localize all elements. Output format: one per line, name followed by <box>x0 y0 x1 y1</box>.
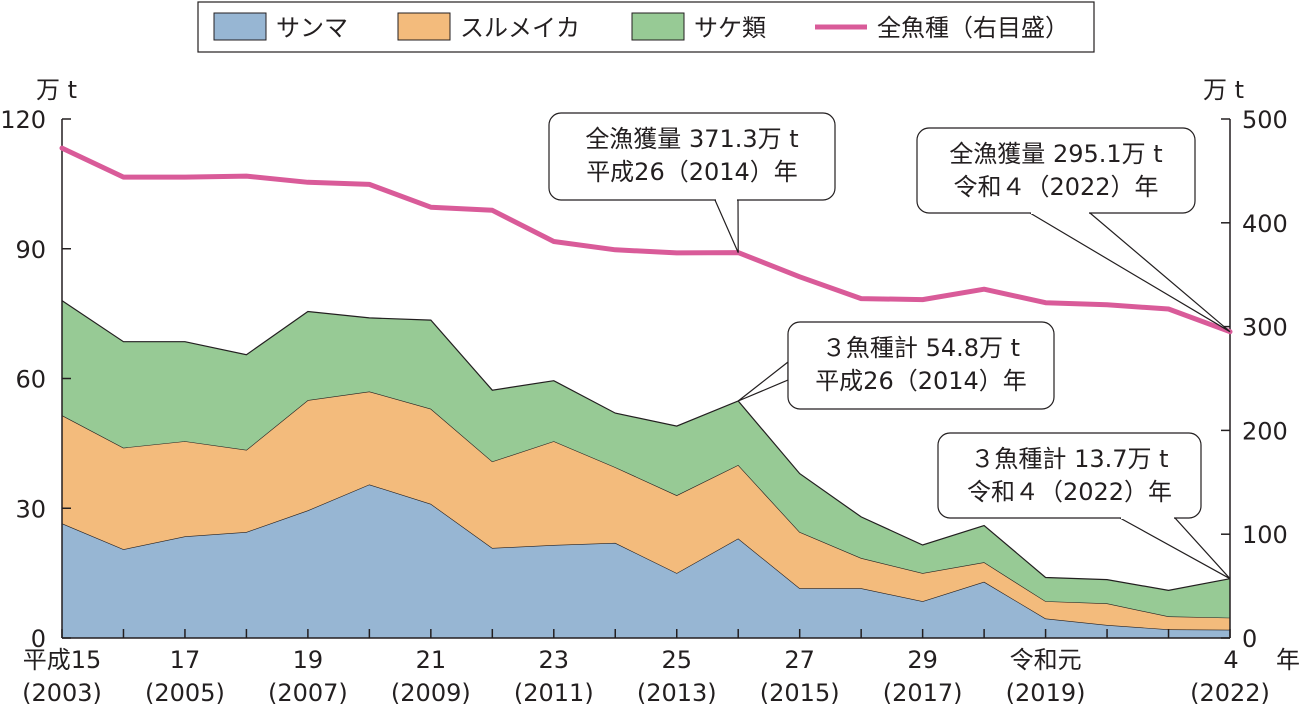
x-tick-label-era: 25 <box>661 646 692 674</box>
right-axis-unit: 万 t <box>1203 76 1244 104</box>
legend-item-3: サケ類 <box>631 12 766 42</box>
area-1 <box>62 484 1230 638</box>
x-tick-label-year: (2017) <box>883 679 963 707</box>
callout-text: 令和４（2022）年 <box>967 478 1172 506</box>
left-tick-label: 30 <box>15 495 46 523</box>
area-edge-3 <box>61 300 1231 592</box>
callout-2: 全漁獲量 295.1万 t 令和４（2022）年 <box>916 127 1231 333</box>
callout-pointer <box>737 360 789 402</box>
callout-joint <box>1121 516 1174 519</box>
legend-label: サケ類 <box>694 14 766 42</box>
callout-text: 令和４（2022）年 <box>953 173 1158 201</box>
callout-text: ３魚種計 54.8万 t <box>822 334 1020 362</box>
total-catch-series-line <box>59 145 1233 335</box>
legend-swatch <box>213 12 267 41</box>
callout-1: 全漁獲量 371.3万 t 平成26（2014）年 <box>548 112 836 253</box>
right-tick-label: 500 <box>1242 106 1288 134</box>
callout-4: ３魚種計 13.7万 t 令和４（2022）年 <box>937 432 1231 580</box>
x-tick-label-year: (2011) <box>514 679 594 707</box>
x-axis-unit: 年 <box>1276 646 1300 674</box>
callout-3: ３魚種計 54.8万 t 平成26（2014）年 <box>737 321 1055 410</box>
callout-pointer <box>1027 212 1231 333</box>
callout-box <box>937 432 1202 519</box>
left-tick-label: 0 <box>31 625 46 653</box>
x-tick-label-era: 29 <box>907 646 938 674</box>
callout-text: 平成26（2014）年 <box>815 367 1027 395</box>
x-tick-label-year: (2013) <box>637 679 717 707</box>
right-tick-label: 300 <box>1242 314 1288 342</box>
legend: サンマ スルメイカ サケ類 全魚種（右目盛） <box>197 1 1095 53</box>
legend-item-4: 全魚種（右目盛） <box>815 14 1069 42</box>
legend-label: サンマ <box>276 14 348 42</box>
stacked-areas <box>61 300 1231 638</box>
callout-box <box>548 112 836 201</box>
left-tick-label: 120 <box>0 106 46 134</box>
x-tick-label-year: (2022) <box>1190 679 1270 707</box>
legend-swatch <box>631 12 685 41</box>
right-tick-label: 100 <box>1242 521 1288 549</box>
x-tick-label-era: 17 <box>170 646 201 674</box>
callout-text: 全漁獲量 295.1万 t <box>949 140 1162 168</box>
area-3 <box>62 300 1230 618</box>
x-tick-label-era: 令和元 <box>1010 646 1082 674</box>
x-tick-label-year: (2007) <box>268 679 348 707</box>
x-tick-label-era: 23 <box>539 646 570 674</box>
right-tick-label: 200 <box>1242 417 1288 445</box>
area-2 <box>62 391 1230 630</box>
x-tick-label-era: 4 <box>1223 646 1238 674</box>
legend-label: 全魚種（右目盛） <box>877 14 1069 42</box>
x-tick-label-year: (2019) <box>1006 679 1086 707</box>
left-tick-label: 60 <box>15 366 46 394</box>
x-tick-label-era: 平成15 <box>23 646 102 674</box>
x-tick-label-era: 27 <box>784 646 815 674</box>
legend-swatch <box>397 12 451 41</box>
callout-text: 全漁獲量 371.3万 t <box>585 125 798 153</box>
legend-label: スルメイカ <box>460 14 580 42</box>
left-axis-unit: 万 t <box>36 76 77 104</box>
callout-text: ３魚種計 13.7万 t <box>970 445 1168 473</box>
callout-pointer <box>714 199 739 253</box>
legend-item-2: スルメイカ <box>397 12 580 42</box>
right-tick-label: 400 <box>1242 210 1288 238</box>
callout-box <box>787 321 1055 410</box>
x-tick-label-year: (2015) <box>760 679 840 707</box>
callout-pointer <box>1119 517 1231 580</box>
legend-item-1: サンマ <box>213 12 348 42</box>
x-tick-label-year: (2009) <box>391 679 471 707</box>
callout-joint <box>716 198 737 201</box>
left-tick-label: 90 <box>15 236 46 264</box>
callout-text: 平成26（2014）年 <box>586 158 798 186</box>
x-tick-label-era: 19 <box>293 646 324 674</box>
right-tick-label: 0 <box>1242 625 1257 653</box>
x-tick-label-year: (2003) <box>22 679 102 707</box>
callout-joint <box>1031 211 1089 214</box>
x-tick-label-era: 21 <box>416 646 447 674</box>
x-tick-label-year: (2005) <box>145 679 225 707</box>
annotations: 全漁獲量 371.3万 t 平成26（2014）年 全漁獲量 295.1万 t 令和４… <box>548 112 1231 580</box>
